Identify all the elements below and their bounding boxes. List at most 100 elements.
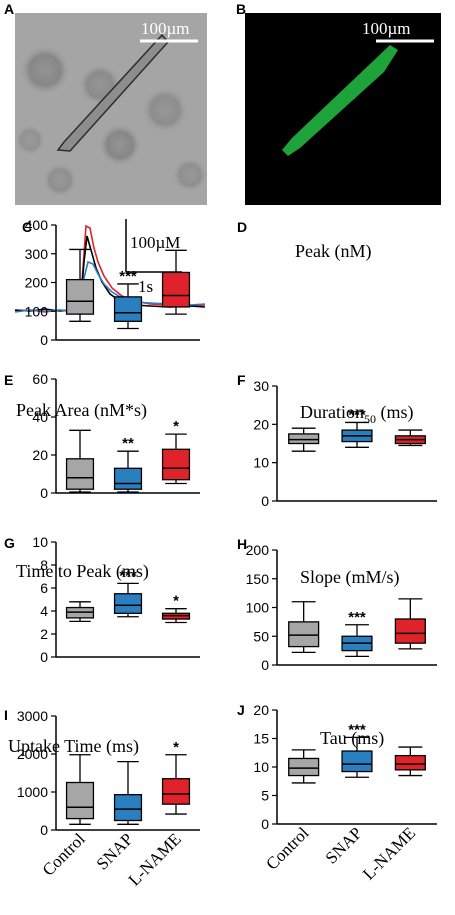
panel-c: C 100µM 1s [14, 219, 206, 313]
box-iqr [288, 433, 320, 445]
significance-marker: *** [119, 268, 137, 285]
y-tick-label: 1000 [17, 784, 48, 800]
box-l-name [394, 429, 426, 447]
box-snap: *** [113, 268, 143, 330]
blurred-cell [42, 162, 78, 198]
y-tick-label: 3000 [17, 708, 48, 724]
y-tick-label: 200 [246, 542, 270, 558]
box-control: Control [39, 754, 95, 880]
y-tick-label: 15 [253, 731, 269, 747]
y-tick-label: 2 [40, 626, 48, 642]
box-iqr [113, 296, 143, 322]
y-tick-label: 10 [253, 455, 269, 471]
significance-marker: * [173, 418, 179, 435]
chart-title: Peak Area (nM*s) [16, 400, 147, 421]
y-tick-label: 0 [261, 657, 269, 673]
box-l-name: * [161, 418, 191, 485]
y-tick-label: 20 [253, 416, 269, 432]
panel-label: F [237, 372, 246, 388]
panel-b: 100µm B [236, 1, 441, 205]
box-iqr [113, 794, 143, 822]
fluorescent-cell [282, 45, 398, 156]
panel-label: E [4, 372, 13, 388]
box-control [65, 429, 95, 493]
panel-h: H Slope (mM/s) 0 50 100 150 200 *** [237, 536, 437, 673]
y-tick-label: 30 [253, 378, 269, 394]
box-iqr [65, 458, 95, 490]
chart-title: Peak (nM) [295, 241, 371, 262]
significance-marker: *** [348, 609, 366, 626]
category-label: Control [262, 823, 312, 873]
y-tick-label: 0 [261, 816, 269, 832]
box-iqr [65, 278, 95, 315]
y-tick-label: 100 [25, 303, 49, 319]
scale-label-concentration: 100µM [130, 233, 180, 252]
box-iqr [394, 754, 426, 771]
box-snap: *** [341, 609, 373, 658]
y-tick-label: 20 [32, 447, 48, 463]
blurred-cell [141, 86, 189, 134]
scale-label-a: 100µm [141, 19, 190, 38]
scale-label-b: 100µm [362, 19, 411, 38]
y-tick-label: 0 [40, 649, 48, 665]
panel-label-b: B [236, 1, 246, 17]
panel-label: G [4, 535, 15, 551]
blurred-cell [19, 44, 71, 96]
box-control [65, 248, 95, 322]
significance-marker: *** [348, 406, 366, 423]
box-iqr [113, 593, 143, 614]
category-label: SNAP [93, 829, 137, 873]
chart-title: Tau (ms) [320, 728, 384, 749]
box-iqr [161, 778, 191, 805]
y-tick-label: 0 [261, 493, 269, 509]
box-iqr [113, 467, 143, 490]
trace-snap [14, 260, 206, 313]
box-control: Control [262, 749, 320, 874]
panel-label: J [237, 702, 245, 718]
chart-title: Time to Peak (ms) [16, 561, 149, 582]
box-l-name [161, 249, 191, 315]
blurred-cell [98, 123, 142, 167]
chart-title: Uptake Time (ms) [8, 736, 139, 757]
y-tick-label: 8 [40, 557, 48, 573]
scale-label-time: 1s [138, 277, 153, 296]
y-tick-label: 150 [246, 571, 270, 587]
blurred-cell [172, 157, 208, 193]
y-tick-label: 5 [261, 788, 269, 804]
panel-label: D [237, 219, 247, 235]
box-l-name [394, 598, 426, 650]
y-tick-label: 2000 [17, 746, 48, 762]
y-tick-label: 400 [25, 217, 49, 233]
panel-a: 100µm A [4, 1, 208, 205]
y-tick-label: 20 [253, 702, 269, 718]
chart-title: Slope (mM/s) [300, 567, 400, 588]
box-iqr [161, 271, 191, 308]
y-tick-label: 0 [40, 822, 48, 838]
box-control [288, 601, 320, 653]
box-iqr [288, 757, 320, 777]
panel-label-c: C [22, 219, 32, 235]
y-tick-label: 60 [32, 371, 48, 387]
box-control [65, 601, 95, 622]
box-iqr [394, 618, 426, 644]
box-control [288, 427, 320, 452]
box-iqr [161, 448, 191, 481]
y-tick-label: 50 [253, 628, 269, 644]
blurred-cell [14, 124, 46, 156]
y-tick-label: 10 [253, 759, 269, 775]
significance-marker: * [173, 593, 179, 610]
box-snap: *** [341, 406, 373, 448]
y-tick-label: 6 [40, 580, 48, 596]
y-tick-label: 40 [32, 409, 48, 425]
panel-label-a: A [4, 1, 14, 17]
y-tick-label: 10 [32, 534, 48, 550]
y-tick-label: 300 [25, 246, 49, 262]
significance-marker: * [173, 739, 179, 756]
category-label: L-NAME [125, 829, 185, 889]
panel-d: D Peak (nM) 0 100 200 300 400 *** [25, 217, 372, 348]
